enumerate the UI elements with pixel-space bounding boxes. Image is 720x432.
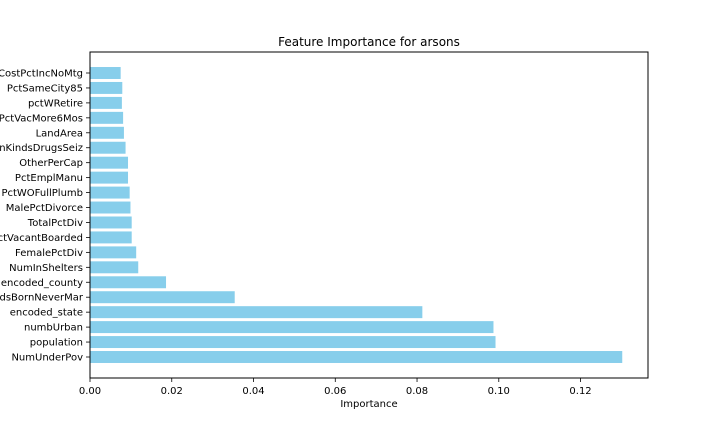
bar-2	[90, 321, 494, 334]
x-tick-label: 0.00	[79, 386, 101, 397]
x-tick-label: 0.10	[488, 386, 510, 397]
y-tick-label: population	[30, 338, 83, 349]
x-tick-label: 0.02	[161, 386, 183, 397]
x-tick-label: 0.06	[324, 386, 346, 397]
bar-18	[90, 81, 123, 94]
y-tick-label: numbUrban	[24, 323, 83, 334]
x-axis: 0.00 0.02 0.04 0.06 0.08 0.10 0.12	[79, 378, 592, 397]
bar-4	[90, 291, 235, 304]
y-tick-label: CostPctIncNoMtg	[0, 69, 83, 80]
bar-13	[90, 156, 129, 169]
y-tick-label: PctSameCity85	[7, 83, 83, 94]
bar-7	[90, 246, 137, 259]
bar-9	[90, 216, 132, 229]
y-tick-label: PctWOFullPlumb	[1, 188, 83, 199]
bars	[90, 67, 623, 363]
y-tick-label: MalePctDivorce	[6, 203, 83, 214]
y-tick-label: OtherPerCap	[19, 158, 83, 169]
bar-5	[90, 276, 167, 289]
bar-1	[90, 336, 496, 349]
bar-12	[90, 171, 129, 184]
y-tick-label: TotalPctDiv	[27, 218, 83, 229]
y-tick-label: NumInShelters	[9, 263, 83, 274]
x-tick-label: 0.08	[406, 386, 428, 397]
bar-15	[90, 126, 124, 139]
y-tick-label: encoded_state	[10, 308, 83, 319]
bar-16	[90, 111, 124, 124]
y-tick-label: FemalePctDiv	[15, 248, 83, 259]
chart-title: Feature Importance for arsons	[278, 35, 460, 49]
bar-0	[90, 351, 623, 363]
x-tick-label: 0.04	[242, 386, 264, 397]
plot-frame	[89, 51, 649, 379]
y-tick-label: LandArea	[36, 128, 83, 139]
y-tick-label: PctVacMore6Mos	[0, 113, 83, 124]
y-tick-label: PctEmplManu	[15, 173, 83, 184]
x-tick-label: 0.12	[569, 386, 591, 397]
y-tick-label: encoded_county	[1, 278, 83, 289]
bar-19	[90, 67, 121, 79]
bar-14	[90, 141, 126, 154]
bar-8	[90, 231, 132, 244]
x-axis-label: Importance	[340, 399, 397, 410]
bar-11	[90, 186, 130, 199]
bar-10	[90, 201, 131, 214]
bar-3	[90, 306, 423, 319]
y-tick-label: NumUnderPov	[11, 353, 83, 364]
y-tick-label: dsBornNeverMar	[0, 293, 84, 304]
y-tick-label: nKindsDrugsSeiz	[0, 143, 83, 154]
bar-6	[90, 261, 139, 274]
y-tick-label: ctVacantBoarded	[0, 233, 83, 244]
y-axis: NumUnderPov population numbUrban encoded_st…	[0, 69, 90, 364]
y-tick-label: pctWRetire	[28, 98, 83, 109]
bar-17	[90, 96, 122, 109]
